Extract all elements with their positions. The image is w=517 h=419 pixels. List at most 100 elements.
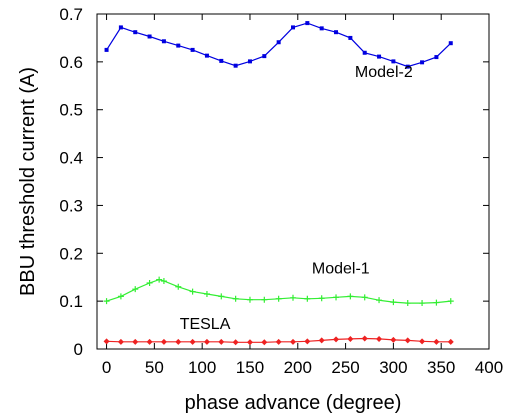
- data-point: [333, 294, 340, 301]
- data-point: [190, 47, 195, 52]
- data-point: [156, 276, 163, 283]
- data-point: [246, 296, 253, 303]
- data-point: [247, 59, 252, 64]
- data-point: [433, 338, 440, 345]
- data-point: [420, 60, 425, 65]
- data-point: [189, 288, 196, 295]
- y-tick-label: 0.2: [59, 244, 83, 263]
- data-point: [146, 279, 153, 286]
- data-point: [291, 25, 295, 30]
- x-tick-label: 200: [284, 358, 312, 377]
- x-tick-label: 300: [379, 358, 407, 377]
- data-point: [218, 293, 225, 300]
- plot-axes: 0 50 100 150 200 250 300 350 400 0 0.1 0.2 0.3 0.4 0.5…: [59, 5, 503, 377]
- data-point: [334, 30, 339, 35]
- data-point: [104, 47, 109, 52]
- data-point: [160, 338, 167, 345]
- y-tick-label: 0.1: [59, 292, 83, 311]
- series-annotation: Model-2: [355, 64, 413, 81]
- data-point: [189, 338, 196, 345]
- plot-frame: [96, 13, 490, 350]
- data-point: [433, 299, 440, 306]
- x-tick-label: 150: [236, 358, 264, 377]
- x-axis-label: phase advance (degree): [185, 392, 402, 414]
- data-point: [203, 290, 210, 297]
- series-layer: [103, 21, 454, 346]
- data-point: [219, 58, 224, 63]
- data-point: [318, 337, 325, 344]
- data-point: [305, 21, 310, 26]
- data-point: [361, 335, 368, 342]
- data-point: [404, 300, 411, 307]
- data-point: [377, 54, 382, 59]
- data-point: [203, 338, 210, 345]
- y-tick-label: 0.7: [59, 5, 83, 24]
- data-point: [275, 295, 282, 302]
- data-point: [161, 39, 166, 44]
- data-point: [133, 30, 138, 35]
- data-point: [218, 338, 225, 345]
- data-point: [132, 286, 139, 293]
- series-tesla: [103, 335, 454, 346]
- data-point: [117, 293, 124, 300]
- data-point: [361, 294, 368, 301]
- data-point: [376, 335, 383, 342]
- data-point: [176, 43, 181, 48]
- series-annotation: TESLA: [180, 316, 231, 333]
- data-point: [362, 50, 367, 55]
- data-point: [347, 335, 354, 342]
- x-tick-label: 50: [145, 358, 164, 377]
- data-point: [175, 283, 182, 290]
- data-point: [261, 339, 268, 346]
- y-tick-label: 0.3: [59, 196, 83, 215]
- data-point: [448, 41, 453, 46]
- data-point: [146, 338, 153, 345]
- data-point: [275, 338, 282, 345]
- data-point: [348, 35, 353, 40]
- series-model-2: [104, 21, 453, 69]
- series-annotation: Model-1: [312, 260, 370, 277]
- data-point: [376, 297, 383, 304]
- data-point: [246, 339, 253, 346]
- data-point: [103, 298, 110, 305]
- data-point: [290, 338, 296, 345]
- data-point: [204, 53, 209, 58]
- data-point: [103, 338, 110, 345]
- x-tick-label: 250: [331, 358, 359, 377]
- data-point: [147, 34, 152, 39]
- data-point: [276, 40, 281, 45]
- x-tick-label: 100: [188, 358, 216, 377]
- data-point: [347, 293, 354, 300]
- data-point: [390, 336, 397, 343]
- annotation-layer: Model-2 Model-1 TESLA: [180, 64, 413, 333]
- y-tick-label: 0.5: [59, 101, 83, 120]
- data-point: [419, 300, 426, 307]
- data-point: [447, 338, 454, 345]
- data-point: [233, 63, 238, 68]
- data-point: [391, 59, 396, 64]
- data-point: [117, 338, 124, 345]
- data-point: [419, 338, 426, 345]
- data-point: [319, 26, 324, 31]
- data-point: [333, 336, 340, 343]
- data-point: [262, 54, 267, 59]
- x-tick-label: 350: [427, 358, 455, 377]
- data-point: [232, 295, 239, 302]
- y-tick-label: 0.6: [59, 53, 83, 72]
- series-model-1: [103, 276, 454, 307]
- x-tick-label: 0: [102, 358, 111, 377]
- data-point: [175, 338, 182, 345]
- data-point: [304, 295, 311, 302]
- data-point: [290, 294, 296, 301]
- data-point: [160, 278, 167, 285]
- data-point: [261, 296, 268, 303]
- data-point: [405, 64, 410, 69]
- y-tick-label: 0.4: [59, 149, 83, 168]
- data-point: [318, 295, 325, 302]
- data-point: [404, 337, 411, 344]
- y-axis-label: BBU threshold current (A): [17, 67, 39, 296]
- y-tick-label: 0: [74, 340, 83, 359]
- x-tick-label: 400: [475, 358, 503, 377]
- data-point: [132, 338, 139, 345]
